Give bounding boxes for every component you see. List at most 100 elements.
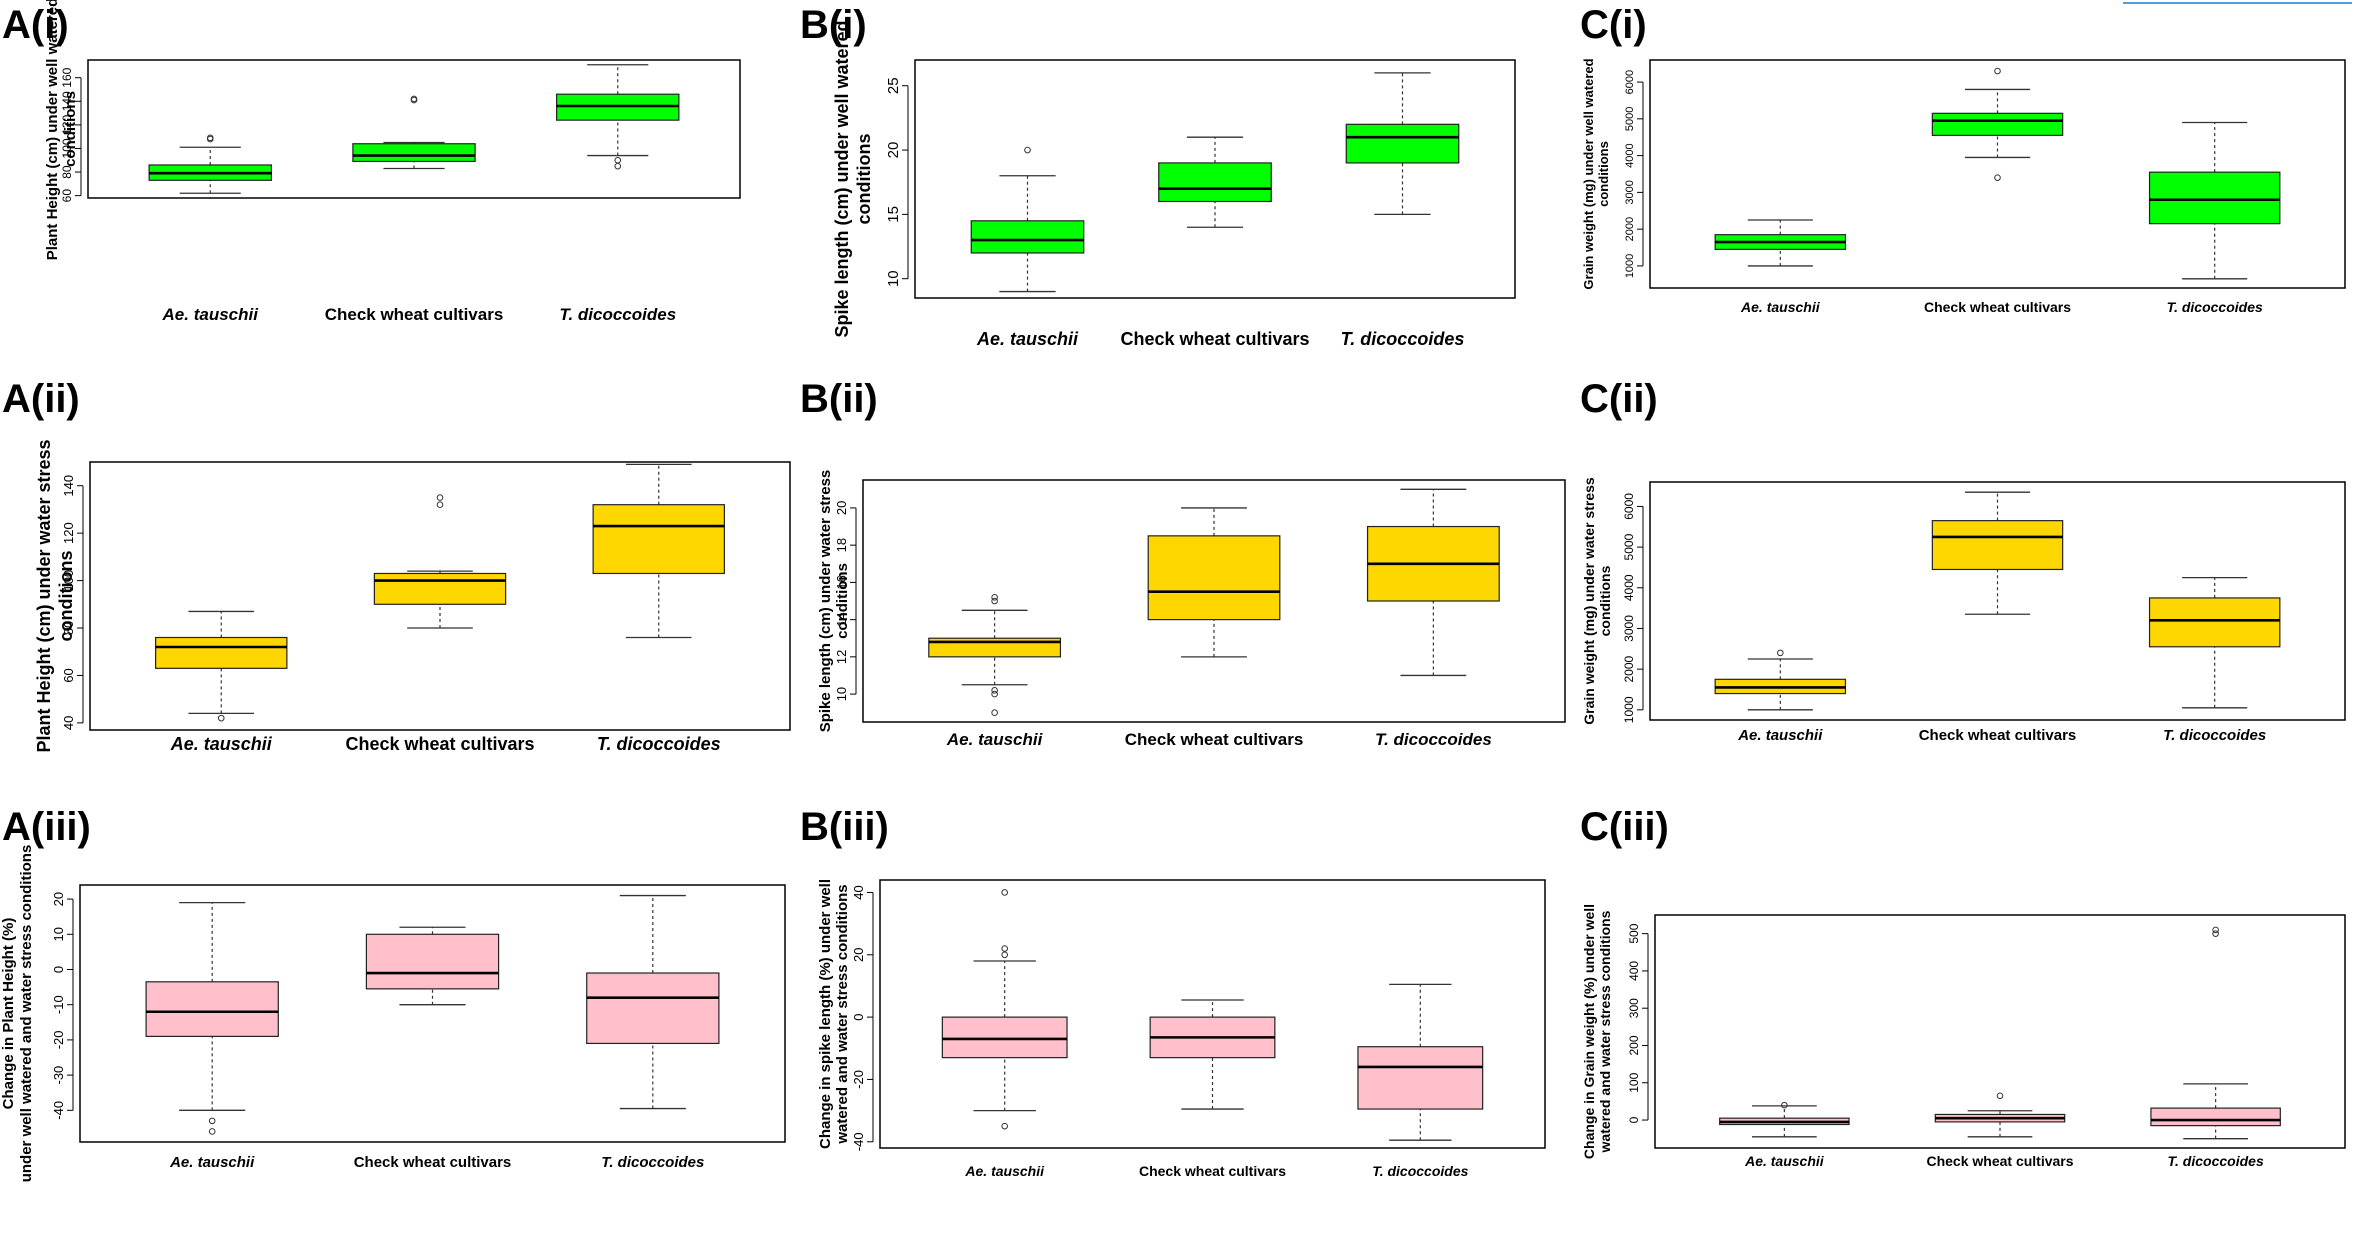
outlier-point [436, 494, 444, 501]
y-tick-label: 140 [61, 475, 76, 497]
box-2: Check wheat cultivars [1120, 136, 1310, 349]
box-1: Ae. tauschii [928, 593, 1062, 749]
y-tick-label: -20 [51, 1031, 66, 1050]
outlier-point [1001, 945, 1008, 952]
panel-title: B(iii) [800, 805, 889, 849]
category-label: Ae. tauschii [1740, 299, 1821, 315]
y-axis-label: watered and water stress conditions [1597, 910, 1613, 1153]
y-tick-label: 10 [834, 687, 849, 701]
panel-aii: A(ii) 40 60 80 100 120 140 Plant Height (cm) un… [2, 377, 791, 754]
y-axis-label: conditions [56, 551, 76, 642]
outlier-point [991, 687, 998, 694]
box-3: T. dicoccoides [556, 64, 680, 324]
panel-title: B(i) [800, 3, 867, 47]
y-tick-label: 3000 [1624, 180, 1636, 204]
box-2: Check wheat cultivars [354, 926, 511, 1171]
iqr-box [1931, 112, 2064, 136]
y-axis-label: watered and water stress conditions [834, 884, 851, 1144]
category-label: Check wheat cultivars [1919, 727, 2077, 744]
box-1: Ae. tauschii [1714, 219, 1847, 315]
box-1: Ae. tauschii [970, 146, 1085, 349]
panel-ciii: C(iii) 0 100 200 300 400 500 Change in Grain we… [1580, 805, 2346, 1169]
y-axis-label: Spike length (cm) under well watered [832, 20, 852, 337]
category-label: Ae. tauschii [976, 329, 1079, 349]
y-tick-label: 40 [61, 716, 76, 730]
category-label: T. dicoccoides [2168, 1153, 2264, 1169]
y-tick-label: 0 [851, 1013, 866, 1020]
category-label: Ae. tauschii [162, 305, 260, 324]
panel-biii: B(iii) -40 -20 0 20 40 Change in spike length … [800, 805, 1546, 1179]
iqr-box [1158, 162, 1272, 203]
outlier-point [1996, 1092, 2004, 1100]
outlier-point [208, 1117, 216, 1125]
box-2: Check wheat cultivars [345, 494, 535, 754]
outlier-point [1001, 1122, 1008, 1130]
y-tick-label: 18 [834, 538, 849, 552]
y-tick-label: 20 [51, 892, 66, 906]
panel-bi: B(i) 10 15 20 25 Spike length (cm) under well… [800, 3, 1516, 349]
box-3: T. dicoccoides [586, 894, 720, 1171]
panel-title: C(i) [1580, 3, 1647, 47]
box-1: Ae. tauschii [1719, 1101, 1850, 1169]
y-axis-label: conditions [1596, 141, 1611, 207]
y-axis-label: conditions [834, 563, 851, 639]
panel-title: A(iii) [2, 805, 91, 849]
y-tick-label: 1000 [1622, 696, 1636, 723]
outlier-point [991, 597, 998, 605]
y-tick-label: 160 [60, 67, 74, 87]
y-tick-label: 20 [834, 501, 849, 515]
y-axis-label: conditions [62, 91, 79, 167]
y-tick-label: -40 [851, 1132, 866, 1151]
plot-frame [79, 884, 786, 1143]
outlier-point [1777, 649, 1784, 657]
y-tick-label: 40 [851, 885, 866, 899]
panel-cii: C(ii) 1000 2000 3000 4000 5000 6000 Grain weigh… [1580, 377, 2346, 744]
outlier-point [614, 156, 622, 164]
category-label: Check wheat cultivars [1120, 329, 1309, 349]
y-tick-label: 120 [61, 522, 76, 544]
y-tick-label: 100 [61, 570, 76, 592]
box-2: Check wheat cultivars [1139, 999, 1286, 1179]
plot-frame [1649, 59, 2346, 289]
category-label: Ae. tauschii [169, 1154, 255, 1171]
iqr-box [373, 572, 507, 605]
category-label: T. dicoccoides [2167, 299, 2263, 315]
plot-frame [87, 59, 741, 199]
iqr-box [2148, 171, 2281, 225]
outlier-point [1001, 951, 1008, 959]
category-label: T. dicoccoides [2163, 727, 2266, 744]
panel-title: C(ii) [1580, 377, 1658, 421]
outlier-point [410, 95, 418, 103]
category-label: Check wheat cultivars [1125, 730, 1304, 749]
category-label: Check wheat cultivars [1924, 299, 2071, 315]
y-tick-label: 6000 [1622, 493, 1636, 520]
y-tick-label: -30 [51, 1066, 66, 1085]
outlier-point [1994, 174, 2001, 181]
y-tick-label: 3000 [1622, 615, 1636, 642]
box-2: Check wheat cultivars [325, 95, 503, 324]
box-3: T. dicoccoides [1366, 488, 1500, 749]
plot-frame [862, 479, 1566, 723]
category-label: Ae. tauschii [964, 1163, 1045, 1179]
outlier-point [217, 714, 225, 722]
panel-title: A(ii) [2, 377, 80, 421]
box-2: Check wheat cultivars [1924, 67, 2071, 315]
category-label: T. dicoccoides [1341, 329, 1465, 349]
y-tick-label: 300 [1627, 998, 1641, 1018]
box-3: T. dicoccoides [2148, 121, 2281, 315]
y-tick-label: 20 [851, 948, 866, 962]
panel-ci: C(i) 1000 2000 3000 4000 5000 6000 Grain weight… [1580, 3, 2346, 315]
y-axis-label: Change in Plant Height (%) [0, 918, 17, 1110]
y-tick-label: 200 [1627, 1035, 1641, 1055]
box-2: Check wheat cultivars [1919, 491, 2077, 744]
y-tick-label: 80 [61, 621, 76, 635]
outlier-point [436, 501, 444, 508]
iqr-box [1147, 535, 1281, 621]
y-axis-label: Plant Height (cm) under water stress [34, 439, 54, 752]
y-axis-label: Grain weight (mg) under water stress [1581, 477, 1597, 725]
outlier-point [2212, 930, 2219, 937]
y-tick-label: 100 [60, 138, 74, 158]
iqr-box [352, 143, 476, 163]
